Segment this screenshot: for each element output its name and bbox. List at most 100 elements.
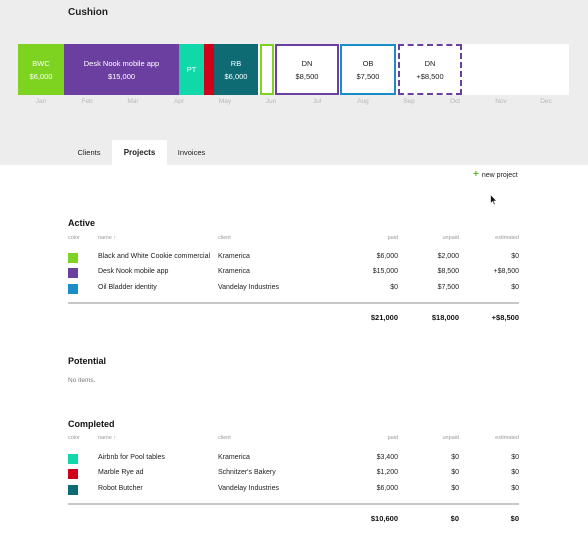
- project-color-swatch: [68, 469, 78, 479]
- timeline-block-name: PT: [186, 65, 197, 74]
- col-header-name[interactable]: name ↑: [98, 435, 117, 441]
- project-unpaid: $0: [451, 469, 459, 476]
- timeline-block-marble-rye[interactable]: [204, 44, 214, 95]
- month-label: Aug: [357, 98, 369, 105]
- project-estimated: $0: [511, 454, 519, 461]
- col-header-paid[interactable]: paid: [387, 235, 398, 241]
- timeline-block-amount: $7,500: [356, 71, 380, 81]
- project-name: Robot Butcher: [98, 485, 143, 492]
- project-client: Kramerica: [218, 268, 250, 275]
- total-estimated: +$8,500: [491, 313, 519, 322]
- timeline: BWC $6,000 Desk Nook mobile app $15,000 …: [18, 44, 569, 95]
- timeline-block-name: Desk Nook mobile app: [83, 58, 160, 68]
- timeline-block-amount: $6,000: [29, 71, 53, 81]
- month-label: Jul: [312, 98, 322, 105]
- col-header-client[interactable]: client: [218, 235, 231, 241]
- timeline-block-name: DN: [424, 58, 436, 68]
- project-paid: $6,000: [376, 485, 398, 492]
- total-unpaid: $18,000: [431, 313, 459, 322]
- month-label: Dec: [540, 98, 552, 105]
- timeline-block-amount: $15,000: [107, 71, 136, 81]
- project-estimated: $0: [511, 284, 519, 291]
- project-name: Desk Nook mobile app: [98, 268, 169, 275]
- month-label: Apr: [173, 98, 185, 105]
- header-area: Cushion BWC $6,000 Desk Nook mobile app …: [0, 0, 588, 165]
- timeline-block-desk-nook[interactable]: Desk Nook mobile app $15,000: [64, 44, 179, 95]
- project-estimated: +$8,500: [493, 268, 520, 275]
- col-header-client[interactable]: client: [218, 435, 231, 441]
- col-header-color: color: [68, 235, 80, 241]
- col-header-unpaid[interactable]: unpaid: [442, 235, 459, 241]
- table-row[interactable]: Black and White Cookie commercial Kramer…: [68, 251, 519, 265]
- project-paid: $15,000: [372, 268, 398, 275]
- project-paid: $0: [390, 284, 398, 291]
- timeline-block-dn-estimated[interactable]: DN +$8,500: [398, 44, 462, 95]
- section-title-active: Active: [68, 218, 96, 228]
- empty-state-text: No items.: [68, 377, 96, 384]
- table-divider: [68, 302, 519, 304]
- table-row[interactable]: Airbnb for Pool tables Kramerica $3,400 …: [68, 452, 519, 466]
- col-header-estimated[interactable]: estimated: [495, 435, 519, 441]
- month-label: Jun: [265, 98, 277, 105]
- total-paid: $10,600: [370, 514, 398, 523]
- mouse-cursor-icon: [490, 194, 498, 206]
- timeline-block-name: DN: [301, 58, 313, 68]
- table-row[interactable]: Desk Nook mobile app Kramerica $15,000 $…: [68, 266, 519, 280]
- month-label: Sep: [403, 98, 415, 105]
- project-paid: $1,200: [376, 469, 398, 476]
- project-name: Airbnb for Pool tables: [98, 454, 165, 461]
- col-header-estimated[interactable]: estimated: [495, 235, 519, 241]
- month-label: Feb: [81, 98, 93, 105]
- month-label: Mar: [127, 98, 139, 105]
- project-color-swatch: [68, 253, 78, 263]
- timeline-block-amount: $6,000: [224, 71, 248, 81]
- table-row[interactable]: Oil Bladder identity Vandelay Industries…: [68, 282, 519, 296]
- project-color-swatch: [68, 485, 78, 495]
- project-color-swatch: [68, 268, 78, 278]
- table-row[interactable]: Robot Butcher Vandelay Industries $6,000…: [68, 483, 519, 497]
- app-title: Cushion: [68, 7, 108, 18]
- project-estimated: $0: [511, 469, 519, 476]
- project-name: Oil Bladder identity: [98, 284, 157, 291]
- project-estimated: $0: [511, 253, 519, 260]
- timeline-block-amount: $8,500: [295, 71, 319, 81]
- tab-invoices[interactable]: Invoices: [177, 148, 206, 157]
- project-unpaid: $7,500: [437, 284, 459, 291]
- col-header-unpaid[interactable]: unpaid: [442, 435, 459, 441]
- timeline-block-name: RB: [230, 58, 242, 68]
- timeline-block-ob[interactable]: OB $7,500: [340, 44, 396, 95]
- timeline-months: Jan Feb Mar Apr May Jun Jul Aug Sep Oct …: [18, 98, 569, 110]
- project-estimated: $0: [511, 485, 519, 492]
- project-name: Marble Rye ad: [98, 469, 144, 476]
- new-project-label: new project: [481, 171, 518, 179]
- col-header-name[interactable]: name ↑: [98, 235, 117, 241]
- timeline-block-dn[interactable]: DN $8,500: [275, 44, 339, 95]
- project-paid: $6,000: [376, 253, 398, 260]
- section-title-potential: Potential: [68, 356, 107, 366]
- total-estimated: $0: [510, 514, 519, 523]
- tab-clients[interactable]: Clients: [77, 148, 101, 157]
- timeline-block-pt[interactable]: PT: [179, 44, 204, 95]
- month-label: May: [218, 98, 232, 105]
- total-unpaid: $0: [450, 514, 459, 523]
- month-label: Nov: [495, 98, 507, 105]
- tab-projects[interactable]: Projects: [112, 140, 167, 165]
- timeline-block-bwc-upcoming[interactable]: [260, 44, 274, 95]
- project-name: Black and White Cookie commercial: [98, 253, 211, 260]
- project-unpaid: $8,500: [437, 268, 459, 275]
- timeline-block-rb[interactable]: RB $6,000: [214, 44, 258, 95]
- project-client: Schnitzer's Bakery: [218, 469, 276, 476]
- table-divider: [68, 503, 519, 505]
- table-row[interactable]: Marble Rye ad Schnitzer's Bakery $1,200 …: [68, 467, 519, 481]
- project-unpaid: $0: [451, 454, 459, 461]
- new-project-button[interactable]: + new project: [473, 170, 518, 180]
- section-title-completed: Completed: [68, 419, 115, 429]
- project-client: Kramerica: [218, 454, 250, 461]
- timeline-block-bwc[interactable]: BWC $6,000: [18, 44, 64, 95]
- timeline-block-name: BWC: [32, 58, 50, 68]
- plus-icon: +: [473, 169, 479, 180]
- total-paid: $21,000: [370, 313, 398, 322]
- col-header-paid[interactable]: paid: [387, 435, 398, 441]
- month-label: Jan: [35, 98, 47, 105]
- col-header-color: color: [68, 435, 80, 441]
